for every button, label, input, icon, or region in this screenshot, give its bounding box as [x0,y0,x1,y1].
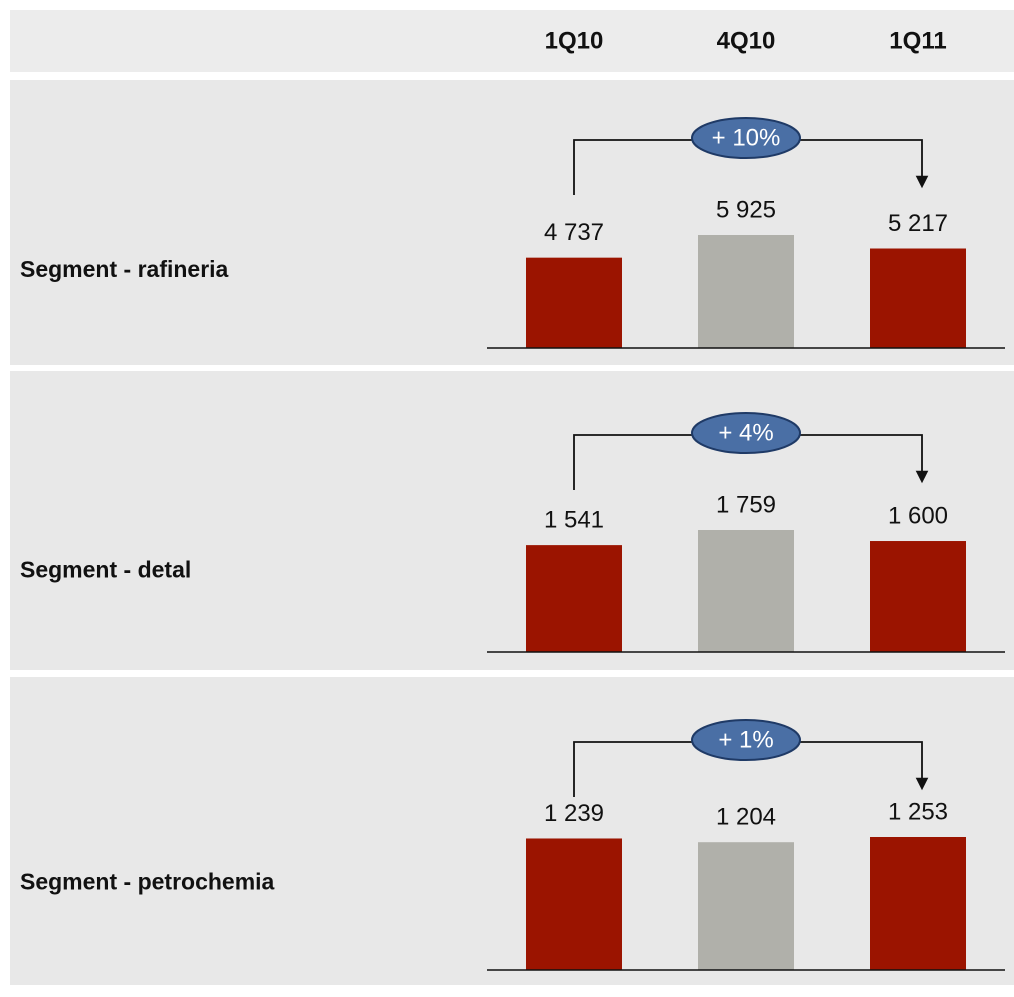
change-label: + 1% [718,726,773,753]
panel-background [10,677,1014,985]
value-label: 1 600 [888,502,948,529]
column-header: 1Q10 [545,27,604,54]
value-label: 1 253 [888,798,948,825]
panel-title: Segment - rafineria [20,256,229,282]
column-header: 1Q11 [889,27,946,54]
change-label: + 4% [718,419,773,446]
bar [698,842,794,970]
panel-background [10,80,1014,365]
value-label: 5 925 [716,196,776,223]
bar [870,248,966,348]
bar [698,235,794,348]
bar [526,257,622,348]
change-badge [691,117,801,159]
column-header: 4Q10 [717,27,776,54]
change-badge [691,412,801,454]
header-band [10,10,1014,72]
value-label: 1 541 [544,506,604,533]
panel-title: Segment - petrochemia [20,868,275,894]
bar [870,541,966,652]
bar [698,530,794,652]
value-label: 1 204 [716,804,776,831]
value-label: 4 737 [544,219,604,246]
bar [526,545,622,652]
panel-title: Segment - detal [20,556,191,582]
bar [870,837,966,970]
change-label: + 10% [712,124,781,151]
value-label: 1 759 [716,491,776,518]
change-badge [691,719,801,761]
bar [526,838,622,970]
panel-background [10,371,1014,670]
value-label: 1 239 [544,800,604,827]
value-label: 5 217 [888,210,948,237]
